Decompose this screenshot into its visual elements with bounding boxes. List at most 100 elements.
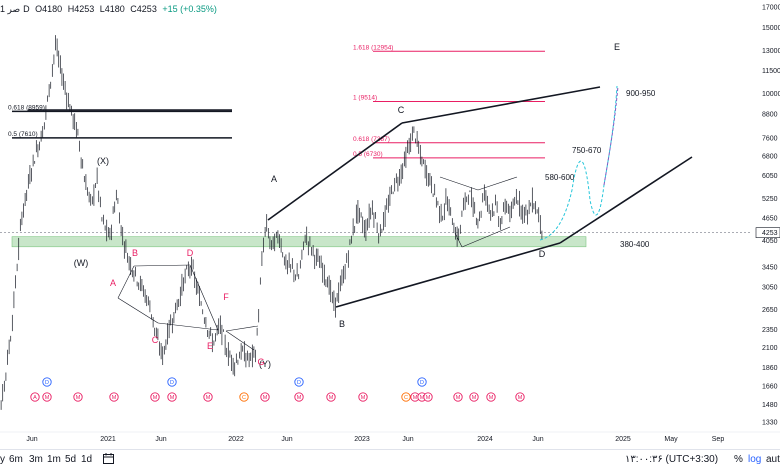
bottom-toolbar: y 6m 3m 1m 5d 1d ۱۳:۰۰:۳۶ (UTC+3:30) % l…	[0, 449, 780, 471]
price-axis-tick: 4050	[762, 238, 778, 245]
price-axis-tick: 6050	[762, 173, 778, 180]
time-axis-tick: 2022	[228, 436, 244, 443]
event-marker	[294, 377, 304, 387]
event-marker-label: D	[170, 380, 174, 386]
trend-line	[461, 226, 511, 248]
event-marker-label: C	[242, 395, 246, 401]
event-marker-label: M	[472, 395, 477, 401]
event-marker-label: M	[489, 395, 494, 401]
event-marker-label: M	[420, 395, 425, 401]
price-axis-tick: 1330	[762, 420, 778, 427]
low-value: L4180	[99, 4, 125, 14]
event-marker-label: M	[45, 395, 50, 401]
event-marker	[260, 392, 270, 402]
open-value: O4180	[35, 4, 63, 14]
fib-level-label: 0.618 (8959)	[8, 104, 45, 111]
log-scale-button[interactable]: log	[748, 454, 762, 465]
price-axis-tick: 1660	[762, 383, 778, 390]
percent-scale-button[interactable]: %	[734, 454, 743, 465]
event-marker	[203, 392, 213, 402]
time-axis-tick: Jun	[402, 436, 413, 443]
event-marker	[401, 392, 411, 402]
symbol-name[interactable]: صر	[7, 4, 21, 14]
event-marker	[30, 392, 40, 402]
event-marker	[326, 392, 336, 402]
price-axis-tick: 4650	[762, 216, 778, 223]
price-axis-tick: 10000	[762, 91, 780, 98]
price-chart[interactable]: 1.618 (12954) 1 (9514) 0.618 (7387) 0.5 (67…	[0, 0, 780, 450]
timeframe-6m-button[interactable]: 6m	[9, 454, 23, 465]
zone-annotation: 750-670	[572, 146, 602, 155]
event-marker	[453, 392, 463, 402]
trend-line	[225, 325, 259, 332]
wave-label: (Y)	[259, 359, 271, 369]
trend-line	[117, 297, 159, 324]
price-axis-tick: 1860	[762, 365, 778, 372]
price-axis-tick: 6800	[762, 154, 778, 161]
event-marker	[358, 392, 368, 402]
trend-line	[157, 322, 219, 331]
event-marker-label: A	[33, 395, 37, 401]
price-axis-tick: 2100	[762, 345, 778, 352]
interval-label[interactable]: 1D	[0, 4, 30, 14]
event-marker	[469, 392, 479, 402]
fib-level-label: 1.618 (12954)	[353, 44, 393, 51]
price-axis-tick: 11500	[762, 68, 780, 75]
event-marker	[42, 377, 52, 387]
event-marker	[150, 392, 160, 402]
wave-label: D	[539, 249, 546, 259]
projection-path-teal	[539, 85, 618, 241]
event-marker-label: D	[297, 380, 301, 386]
wave-label: G	[257, 357, 264, 367]
trend-line	[267, 122, 403, 221]
timeframe-1d-button[interactable]: 1d	[81, 454, 93, 465]
event-marker	[109, 392, 119, 402]
time-axis-tick: Jun	[26, 436, 37, 443]
price-axis-tick: 15000	[762, 25, 780, 32]
time-axis-tick: May	[664, 436, 678, 443]
trend-line	[559, 156, 693, 244]
timeframe-3m-button[interactable]: 3m	[29, 454, 43, 465]
support-zone	[11, 236, 587, 248]
timeframe-1m-button[interactable]: 1m	[47, 454, 61, 465]
event-marker-label: M	[206, 395, 211, 401]
price-axis-tick: 7600	[762, 136, 778, 143]
event-marker-label: M	[153, 395, 158, 401]
trend-line	[225, 330, 255, 351]
event-marker-label: M	[413, 395, 418, 401]
event-marker-label: M	[297, 395, 302, 401]
wave-label: E	[614, 42, 620, 52]
event-marker-label: D	[45, 380, 49, 386]
price-axis-tick: 2650	[762, 307, 778, 314]
fib-level-label: 0.618 (7387)	[353, 136, 390, 143]
change-value: +15 (+0.35%)	[162, 4, 217, 14]
trend-line	[335, 242, 561, 308]
price-axis-tick: 17000	[762, 5, 780, 12]
time-axis-tick: 2025	[615, 436, 631, 443]
trend-line	[454, 232, 463, 248]
calendar-range-icon[interactable]	[103, 453, 114, 464]
event-marker-label: C	[404, 395, 408, 401]
timeframe-5d-button[interactable]: 5d	[65, 454, 77, 465]
wave-label: C	[398, 105, 405, 115]
event-marker	[294, 392, 304, 402]
event-marker	[167, 392, 177, 402]
price-axis-tick: 1480	[762, 402, 778, 409]
symbol-legend: صر 1D O4180 H4253 L4180 C4253 +15 (+0.35…	[0, 4, 220, 15]
auto-scale-button[interactable]: auto	[766, 454, 780, 465]
event-marker	[73, 392, 83, 402]
price-axis-tick: 2350	[762, 327, 778, 334]
time-axis-tick: Jun	[281, 436, 292, 443]
clock-readout[interactable]: ۱۳:۰۰:۳۶ (UTC+3:30)	[625, 454, 719, 465]
event-marker	[42, 392, 52, 402]
event-marker-label: M	[170, 395, 175, 401]
event-marker	[423, 392, 433, 402]
last-price-label: 4253	[762, 230, 778, 237]
event-marker-label: M	[518, 395, 523, 401]
event-marker-label: M	[361, 395, 366, 401]
timeframe-1y-button[interactable]: y	[0, 454, 5, 465]
wave-label: E	[207, 341, 213, 351]
trend-line	[439, 176, 479, 191]
price-axis-tick: 3050	[762, 284, 778, 291]
